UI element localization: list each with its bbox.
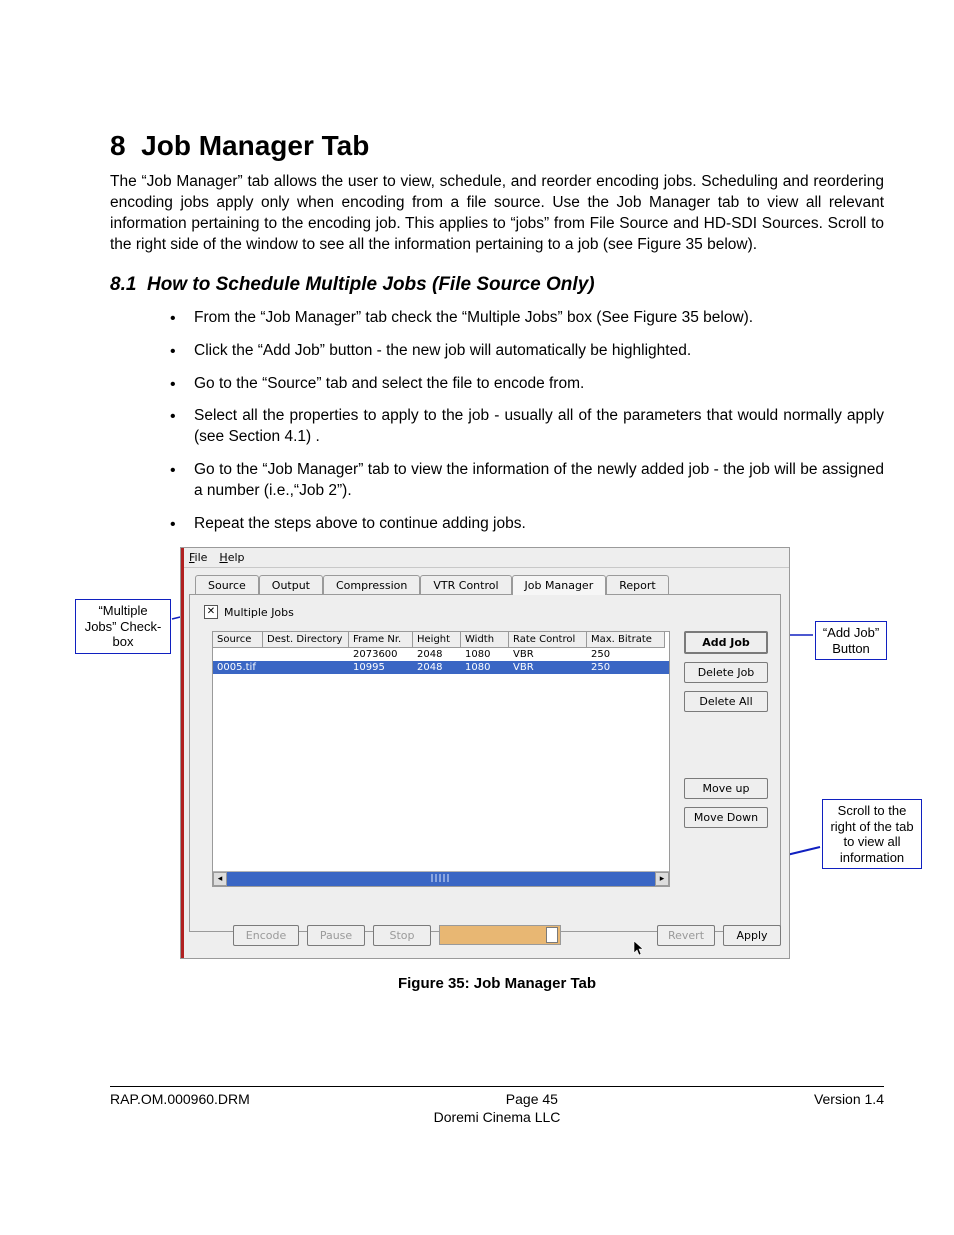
multiple-jobs-label: Multiple Jobs: [224, 606, 294, 619]
figure-35: “Multiple Jobs” Check-box “Add Job” Butt…: [110, 547, 884, 1007]
tab-report[interactable]: Report: [606, 575, 668, 595]
col-source[interactable]: Source: [213, 632, 263, 648]
list-item: Click the “Add Job” button - the new job…: [170, 341, 884, 362]
encode-button[interactable]: Encode: [233, 925, 299, 946]
delete-job-button[interactable]: Delete Job: [684, 662, 768, 683]
bottom-bar: Encode Pause Stop Revert Apply: [189, 920, 781, 950]
scroll-gripper-icon: [431, 874, 451, 882]
col-width[interactable]: Width: [461, 632, 509, 648]
table-row[interactable]: 0005.tif 10995 2048 1080 VBR 250: [213, 661, 669, 674]
checkbox-icon: ✕: [204, 605, 218, 619]
page-footer: RAP.OM.000960.DRM Page 45 Version 1.4 Do…: [110, 1086, 884, 1125]
col-rate-control[interactable]: Rate Control: [509, 632, 587, 648]
subsection-title-text: How to Schedule Multiple Jobs (File Sour…: [147, 274, 595, 295]
table-row[interactable]: 2073600 2048 1080 VBR 250: [213, 648, 669, 661]
col-frame-nr[interactable]: Frame Nr.: [349, 632, 413, 648]
revert-button[interactable]: Revert: [657, 925, 715, 946]
job-manager-panel: ✕ Multiple Jobs Source Dest. Directory F…: [189, 594, 781, 932]
jobs-table: Source Dest. Directory Frame Nr. Height …: [212, 631, 670, 887]
list-item: Go to the “Source” tab and select the fi…: [170, 374, 884, 395]
list-item: Repeat the steps above to continue addin…: [170, 514, 884, 535]
subsection-heading: 8.1 How to Schedule Multiple Jobs (File …: [110, 274, 884, 296]
section-heading: 8 Job Manager Tab: [110, 130, 884, 162]
footer-company: Doremi Cinema LLC: [110, 1109, 884, 1125]
menu-file[interactable]: File: [189, 551, 207, 564]
footer-doc-id: RAP.OM.000960.DRM: [110, 1091, 250, 1107]
window-left-edge: [181, 548, 184, 958]
tab-vtr-control[interactable]: VTR Control: [420, 575, 511, 595]
tab-compression[interactable]: Compression: [323, 575, 420, 595]
col-height[interactable]: Height: [413, 632, 461, 648]
figure-caption: Figure 35: Job Manager Tab: [110, 975, 884, 992]
app-window: File Help Source Output Compression VTR …: [180, 547, 790, 959]
progress-bar: [439, 925, 561, 945]
table-header: Source Dest. Directory Frame Nr. Height …: [213, 632, 669, 648]
footer-page: Page 45: [250, 1091, 814, 1107]
delete-all-button[interactable]: Delete All: [684, 691, 768, 712]
menu-help[interactable]: Help: [219, 551, 244, 564]
move-down-button[interactable]: Move Down: [684, 807, 768, 828]
scroll-right-icon[interactable]: ▸: [655, 872, 669, 886]
footer-version: Version 1.4: [814, 1091, 884, 1107]
section-title-text: Job Manager Tab: [141, 130, 369, 161]
add-job-button[interactable]: Add Job: [684, 631, 768, 654]
stop-button[interactable]: Stop: [373, 925, 431, 946]
callout-add-job: “Add Job” Button: [815, 621, 887, 660]
list-item: Go to the “Job Manager” tab to view the …: [170, 460, 884, 502]
scroll-track[interactable]: [227, 872, 655, 886]
tab-source[interactable]: Source: [195, 575, 259, 595]
side-buttons: Add Job Delete Job Delete All Move up Mo…: [684, 631, 768, 828]
callout-multiple-jobs: “Multiple Jobs” Check-box: [75, 599, 171, 654]
col-dest-dir[interactable]: Dest. Directory: [263, 632, 349, 648]
instruction-list: From the “Job Manager” tab check the “Mu…: [110, 308, 884, 535]
section-number: 8: [110, 130, 126, 161]
subsection-number: 8.1: [110, 274, 136, 295]
move-up-button[interactable]: Move up: [684, 778, 768, 799]
horizontal-scrollbar[interactable]: ◂ ▸: [213, 871, 669, 886]
list-item: From the “Job Manager” tab check the “Mu…: [170, 308, 884, 329]
tab-output[interactable]: Output: [259, 575, 323, 595]
progress-knob-icon: [546, 927, 558, 943]
tab-job-manager[interactable]: Job Manager: [512, 575, 607, 595]
tabstrip: Source Output Compression VTR Control Jo…: [181, 568, 789, 594]
intro-paragraph: The “Job Manager” tab allows the user to…: [110, 172, 884, 256]
col-max-bitrate[interactable]: Max. Bitrate: [587, 632, 665, 648]
callout-scroll-right: Scroll to the right of the tab to view a…: [822, 799, 922, 869]
list-item: Select all the properties to apply to th…: [170, 406, 884, 448]
menubar: File Help: [181, 548, 789, 568]
pause-button[interactable]: Pause: [307, 925, 365, 946]
apply-button[interactable]: Apply: [723, 925, 781, 946]
scroll-left-icon[interactable]: ◂: [213, 872, 227, 886]
multiple-jobs-checkbox[interactable]: ✕ Multiple Jobs: [204, 605, 294, 619]
